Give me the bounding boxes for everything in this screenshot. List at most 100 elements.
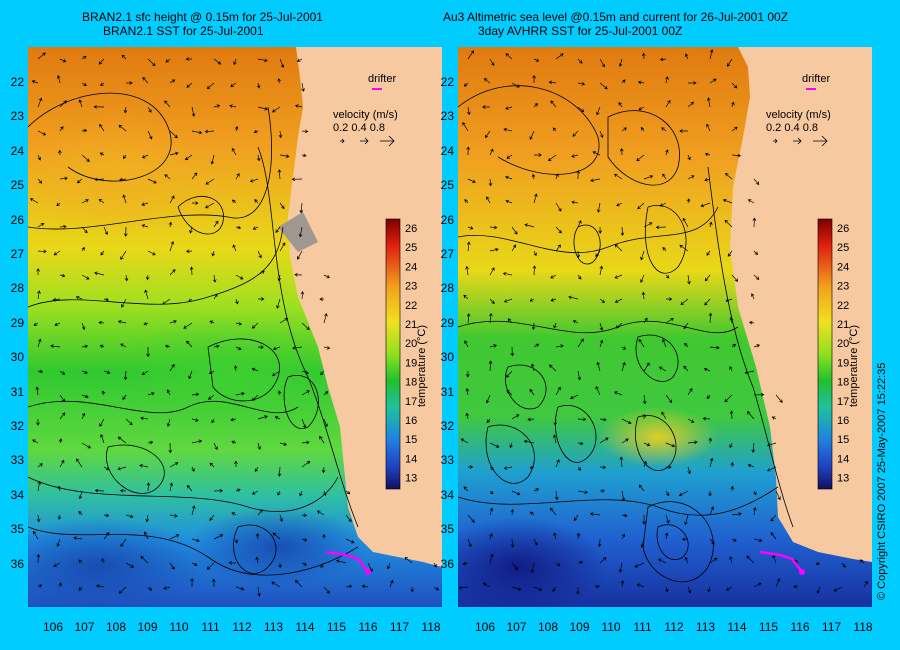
velocity-arrow: [185, 249, 193, 254]
velocity-arrow: [235, 274, 244, 280]
velocity-arrow: [662, 338, 667, 348]
velocity-arrow: [316, 510, 325, 516]
velocity-arrow: [98, 198, 105, 204]
velocity-arrow: [103, 297, 110, 302]
longitude-tick: 106: [474, 620, 496, 634]
velocity-arrow: [511, 244, 516, 252]
velocity-arrow: [232, 244, 237, 252]
colorbar-ticks: 26 25 24 23 22 21 20 19 18 17 16 15 14 13: [405, 223, 417, 485]
velocity-arrow: [301, 513, 308, 518]
longitude-tick: 106: [42, 620, 64, 634]
velocity-arrow: [94, 177, 105, 182]
left-map-svg: drifter velocity (m/s) 0.2 0.4 0.8 26252…: [28, 47, 442, 607]
velocity-arrow: [662, 246, 667, 252]
velocity-arrow: [529, 465, 535, 470]
velocity-arrow: [213, 534, 224, 540]
velocity-arrow: [555, 459, 560, 468]
colorbar-tick-label: 15: [837, 434, 849, 446]
velocity-arrow: [345, 514, 352, 523]
velocity-arrow: [553, 322, 557, 329]
longitude-tick: 110: [601, 620, 621, 634]
velocity-arrow: [505, 106, 513, 110]
green-patch: [108, 317, 348, 437]
peninsula: [278, 212, 318, 252]
velocity-arrow: [81, 246, 85, 252]
velocity-label: velocity (m/s): [333, 109, 398, 121]
right-map-panel[interactable]: drifter velocity (m/s) 0.2 0.4 0.8 26 25 2…: [458, 47, 872, 607]
latitude-tick: 33: [10, 453, 24, 468]
velocity-arrow: [279, 202, 285, 210]
left-map-panel[interactable]: drifter velocity (m/s) 0.2 0.4 0.8 26 25 2…: [28, 47, 442, 607]
velocity-arrow: [527, 417, 535, 422]
velocity-arrow: [577, 82, 586, 86]
latitude-tick: 35: [440, 522, 454, 537]
velocity-arrow: [684, 53, 689, 60]
velocity-arrow: [533, 250, 537, 257]
velocity-arrow: [121, 54, 127, 60]
velocity-arrow: [552, 434, 557, 444]
velocity-arrow: [81, 226, 88, 234]
velocity-arrow: [53, 250, 61, 256]
longitude-tick: 111: [633, 620, 652, 634]
velocity-arrow: [665, 297, 673, 301]
velocity-arrow: [50, 344, 61, 348]
velocity-arrow: [208, 370, 215, 375]
velocity-arrow: [103, 513, 110, 518]
velocity-arrow: [621, 127, 628, 132]
velocity-arrow: [665, 274, 670, 279]
velocity-arrow: [78, 559, 83, 564]
velocity-arrow: [144, 289, 149, 300]
velocity-arrow: [185, 57, 193, 61]
velocity-arrow: [231, 512, 237, 516]
velocity-arrow: [681, 537, 689, 542]
velocity-arrow: [37, 338, 42, 348]
colorbar-ticks: 26 25 24 23 22 21 20 19 18 17 16 15 14 13: [837, 223, 849, 485]
velocity-arrow: [770, 532, 777, 540]
velocity-arrow: [568, 295, 579, 300]
velocity-arrow: [665, 76, 669, 84]
velocity-arrow: [683, 322, 689, 330]
velocity-arrow: [54, 322, 61, 326]
velocity-arrow: [76, 178, 83, 184]
velocity-arrow: [747, 199, 755, 204]
velocity-arrow: [489, 58, 495, 66]
velocity-arrow: [257, 297, 265, 301]
velocity-arrow: [37, 130, 47, 136]
velocity-arrow: [145, 274, 150, 281]
velocity-arrow: [621, 533, 626, 540]
velocity-arrow: [709, 557, 718, 564]
velocity-arrow: [301, 440, 310, 445]
velocity-arrow: [793, 584, 799, 589]
velocity-arrow: [37, 584, 43, 588]
velocity-arrow: [125, 514, 134, 519]
velocity-arrow: [614, 244, 623, 252]
velocity-arrow: [533, 586, 543, 591]
velocity-arrow: [210, 154, 215, 165]
velocity-arrow: [641, 291, 646, 300]
velocity-arrow: [169, 130, 178, 139]
velocity-arrow: [599, 339, 604, 348]
velocity-arrow: [458, 585, 469, 590]
velocity-arrow: [58, 149, 62, 156]
velocity-arrow: [753, 490, 757, 496]
velocity-arrow: [708, 221, 713, 228]
velocity-arrow: [117, 466, 127, 471]
velocity-arrow: [37, 369, 44, 374]
velocity-arrow: [621, 361, 626, 372]
velocity-arrow: [531, 173, 536, 180]
velocity-arrow: [503, 127, 513, 132]
velocity-arrow: [577, 338, 584, 348]
velocity-arrow: [186, 484, 193, 492]
velocity-arrow: [276, 298, 281, 309]
velocity-arrow: [467, 465, 474, 469]
velocity-arrow: [59, 58, 67, 63]
velocity-arrow: [123, 106, 128, 114]
latitude-tick: 32: [10, 419, 24, 433]
velocity-arrow: [145, 514, 150, 523]
velocity-arrow: [169, 195, 175, 204]
velocity-arrow: [141, 154, 149, 159]
velocity-arrow: [599, 489, 605, 493]
velocity-arrow: [640, 127, 645, 132]
longitude-tick: 115: [758, 620, 779, 634]
velocity-arrow: [465, 387, 470, 396]
